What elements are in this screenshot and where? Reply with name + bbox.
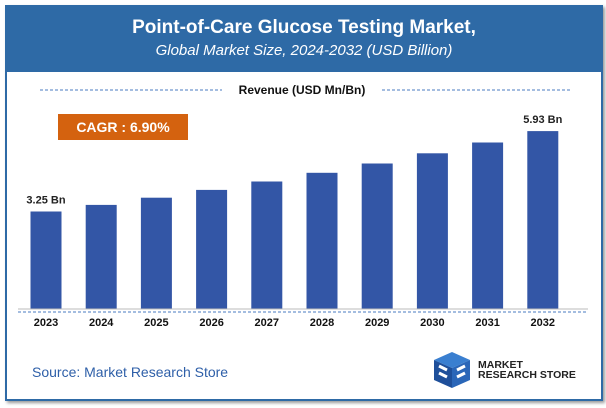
source-text: Source: Market Research Store xyxy=(32,364,229,380)
bar-2030 xyxy=(416,153,448,309)
x-tick-label: 2026 xyxy=(199,317,223,329)
x-tick-label: 2028 xyxy=(310,317,334,329)
logo-line1: MARKET xyxy=(478,359,523,371)
header-banner: Point-of-Care Glucose Testing Market, Gl… xyxy=(5,5,603,72)
x-tick-label: 2032 xyxy=(531,317,555,329)
bar-2031 xyxy=(472,142,504,309)
chart-subtitle: Global Market Size, 2024-2032 (USD Billi… xyxy=(155,42,453,59)
x-tick-label: 2027 xyxy=(255,317,279,329)
logo: MARKET RESEARCH STORE xyxy=(430,350,576,390)
bar-2032 xyxy=(527,131,559,309)
bar-2028 xyxy=(306,172,338,309)
x-tick-label: 2031 xyxy=(475,317,499,329)
logo-line2: RESEARCH STORE xyxy=(478,369,576,381)
bar-2023 xyxy=(30,211,62,309)
x-tick-label: 2024 xyxy=(89,317,114,329)
bar-2026 xyxy=(196,189,228,309)
cagr-badge xyxy=(58,114,188,140)
x-tick-label: 2025 xyxy=(144,317,168,329)
x-tick-label: 2023 xyxy=(34,317,58,329)
x-tick-label: 2030 xyxy=(420,317,444,329)
logo-cube-icon xyxy=(434,352,470,388)
bar-2025 xyxy=(140,197,172,309)
cagr-text: CAGR : 6.90% xyxy=(76,119,170,135)
chart-title: Point-of-Care Glucose Testing Market, xyxy=(132,17,476,38)
bar-2024 xyxy=(85,204,117,309)
revenue-label: Revenue (USD Mn/Bn) xyxy=(239,83,366,97)
bar-2027 xyxy=(251,181,283,309)
bar-2029 xyxy=(361,163,393,309)
data-label: 3.25 Bn xyxy=(26,195,65,207)
data-label: 5.93 Bn xyxy=(523,114,562,126)
x-tick-label: 2029 xyxy=(365,317,389,329)
